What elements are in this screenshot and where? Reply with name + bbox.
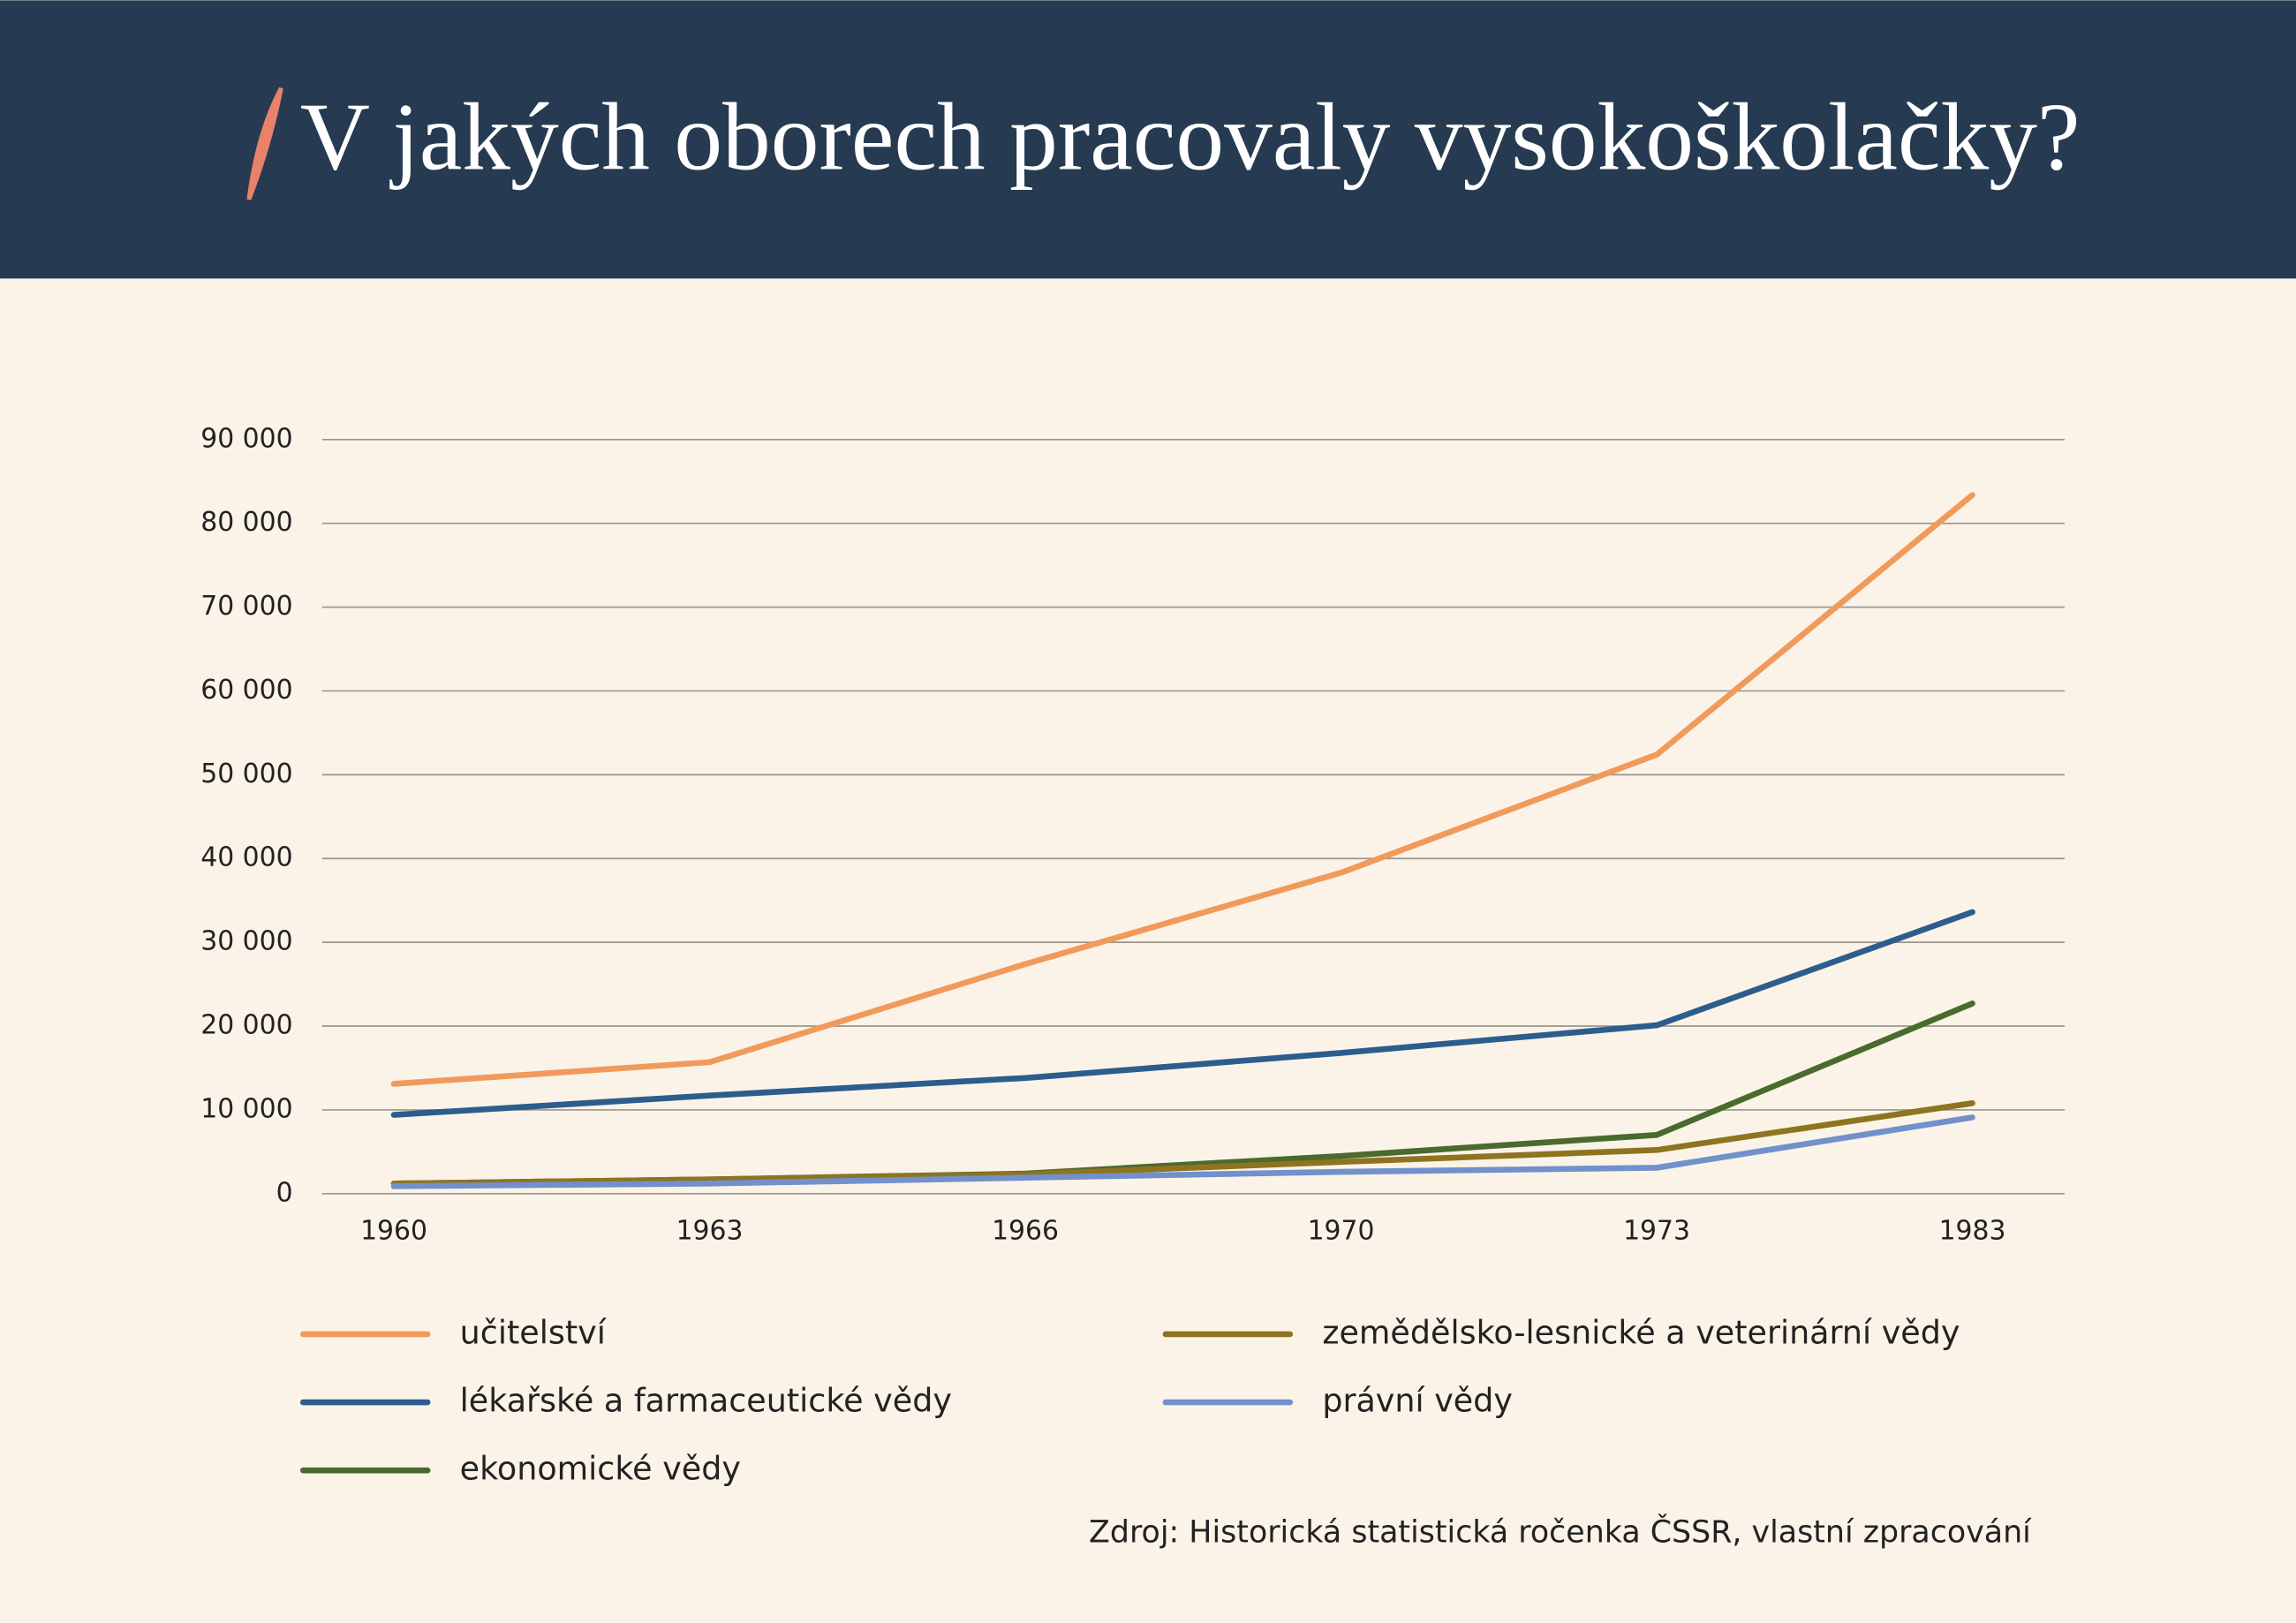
series-line (390, 909, 1975, 1118)
y-tick-label: 80 000 (200, 507, 292, 538)
header (0, 0, 2296, 279)
legend-label: právní vědy (1322, 1382, 1513, 1420)
y-tick-label: 10 000 (200, 1093, 292, 1124)
x-tick-label: 1983 (1939, 1215, 2006, 1246)
x-tick-label: 1960 (360, 1215, 427, 1246)
legend-label: učitelství (460, 1313, 608, 1351)
y-tick-label: 70 000 (200, 591, 292, 622)
x-tick-label: 1973 (1623, 1215, 1690, 1246)
series-line (390, 1099, 1975, 1187)
y-tick-label: 90 000 (200, 423, 292, 454)
y-tick-label: 60 000 (200, 675, 292, 706)
x-tick-label: 1963 (676, 1215, 744, 1246)
y-tick-label: 40 000 (200, 842, 292, 873)
y-tick-label: 0 (276, 1177, 293, 1208)
chart-title: V jakých oborech pracovaly vysokoškolačk… (300, 82, 2081, 190)
legend-label: ekonomické vědy (460, 1450, 741, 1488)
x-tick-label: 1970 (1308, 1215, 1375, 1246)
accent-slash (246, 87, 283, 200)
y-tick-label: 20 000 (200, 1010, 292, 1041)
x-tick-label: 1966 (992, 1215, 1059, 1246)
source: Zdroj: Historická statistická ročenka ČS… (1089, 1513, 2032, 1550)
series-line (390, 492, 1975, 1087)
series-line (390, 1114, 1975, 1189)
y-tick-label: 30 000 (200, 926, 292, 957)
legend-label: zemědělsko-lesnické a veterinární vědy (1322, 1313, 1960, 1351)
legend-label: lékařské a farmaceutické vědy (460, 1382, 952, 1420)
y-tick-label: 50 000 (200, 759, 292, 789)
